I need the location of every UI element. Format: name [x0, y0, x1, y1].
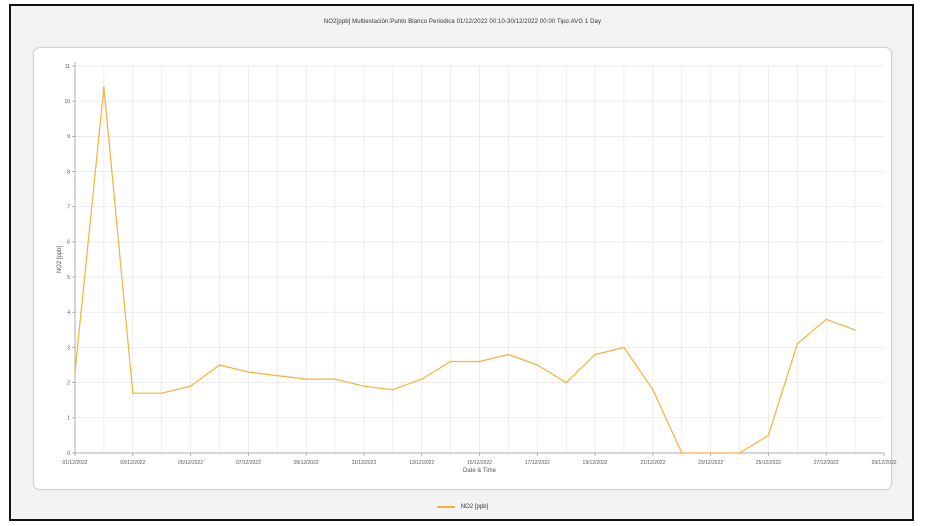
- data-point: [160, 392, 163, 394]
- y-axis-label: NO2 [ppb]: [57, 245, 63, 273]
- x-tick-label: 05/12/2022: [178, 460, 203, 466]
- legend-swatch: [436, 506, 455, 508]
- y-tick-label: 7: [67, 205, 70, 211]
- data-point: [680, 452, 683, 454]
- y-tick-label: 6: [67, 240, 70, 246]
- legend: NO2 [ppb]: [0, 504, 925, 510]
- y-tick-label: 10: [64, 99, 70, 105]
- x-tick-label: 29/12/2022: [871, 460, 896, 466]
- data-point: [536, 364, 539, 366]
- data-point: [420, 378, 423, 380]
- y-tick-label: 9: [67, 134, 70, 140]
- x-tick-label: 13/12/2022: [409, 460, 434, 466]
- data-point: [218, 364, 221, 366]
- y-tick-label: 5: [67, 275, 70, 281]
- data-point: [594, 353, 596, 356]
- data-point: [189, 385, 192, 387]
- axes: [72, 62, 885, 456]
- data-point: [103, 86, 105, 88]
- x-tick-label: 23/12/2022: [698, 460, 723, 466]
- data-point: [825, 318, 828, 321]
- data-point: [334, 378, 336, 380]
- grid-lines: [75, 65, 884, 454]
- x-tick-label: 15/12/2022: [467, 460, 492, 466]
- data-point: [131, 392, 134, 394]
- data-point: [623, 346, 625, 349]
- x-tick-label: 03/12/2022: [120, 460, 145, 466]
- data-point: [738, 452, 741, 454]
- x-tick-label: 21/12/2022: [640, 460, 665, 466]
- data-point: [392, 388, 394, 391]
- data-point: [854, 329, 856, 331]
- data-point: [565, 381, 567, 384]
- x-tick-label: 19/12/2022: [583, 460, 608, 466]
- y-tick-label: 11: [65, 64, 70, 70]
- y-tick-labels: 0 1 2 3 4 5 6 7 8 9 10 11: [64, 64, 70, 457]
- x-tick-label: 09/12/2022: [294, 460, 319, 466]
- data-point: [652, 388, 654, 391]
- x-tick-labels: 01/12/2022 03/12/2022 05/12/2022 07/12/2022…: [62, 460, 896, 466]
- legend-label: NO2 [ppb]: [460, 504, 489, 510]
- y-tick-label: 8: [67, 169, 70, 175]
- x-tick-label: 25/12/2022: [756, 460, 781, 466]
- data-point: [363, 385, 365, 387]
- data-point: [449, 360, 452, 363]
- data-point: [709, 452, 712, 454]
- y-tick-label: 1: [67, 416, 70, 422]
- x-tick-label: 17/12/2022: [525, 460, 550, 466]
- data-point: [478, 360, 481, 363]
- data-point: [796, 343, 799, 345]
- y-tick-label: 2: [67, 380, 70, 386]
- data-point: [507, 353, 510, 356]
- x-axis-label: Date & Time: [463, 468, 497, 474]
- x-tick-label: 27/12/2022: [814, 460, 839, 466]
- data-point: [276, 374, 279, 377]
- x-tick-label: 11/12/2022: [352, 460, 377, 466]
- plot-panel: [33, 47, 892, 490]
- x-tick-label: 01/12/2022: [62, 460, 87, 466]
- data-point: [767, 434, 770, 437]
- series-line: [74, 86, 856, 454]
- y-tick-label: 3: [67, 345, 70, 351]
- series-group: [74, 86, 856, 454]
- data-point: [305, 378, 307, 380]
- y-tick-label: 4: [67, 310, 70, 316]
- x-tick-label: 07/12/2022: [236, 460, 261, 466]
- data-point: [74, 371, 76, 373]
- chart-title: NO2[ppb] Multiestación:Punto Blanco Peri…: [323, 19, 602, 25]
- data-point: [247, 371, 250, 373]
- y-tick-label: 0: [67, 451, 70, 457]
